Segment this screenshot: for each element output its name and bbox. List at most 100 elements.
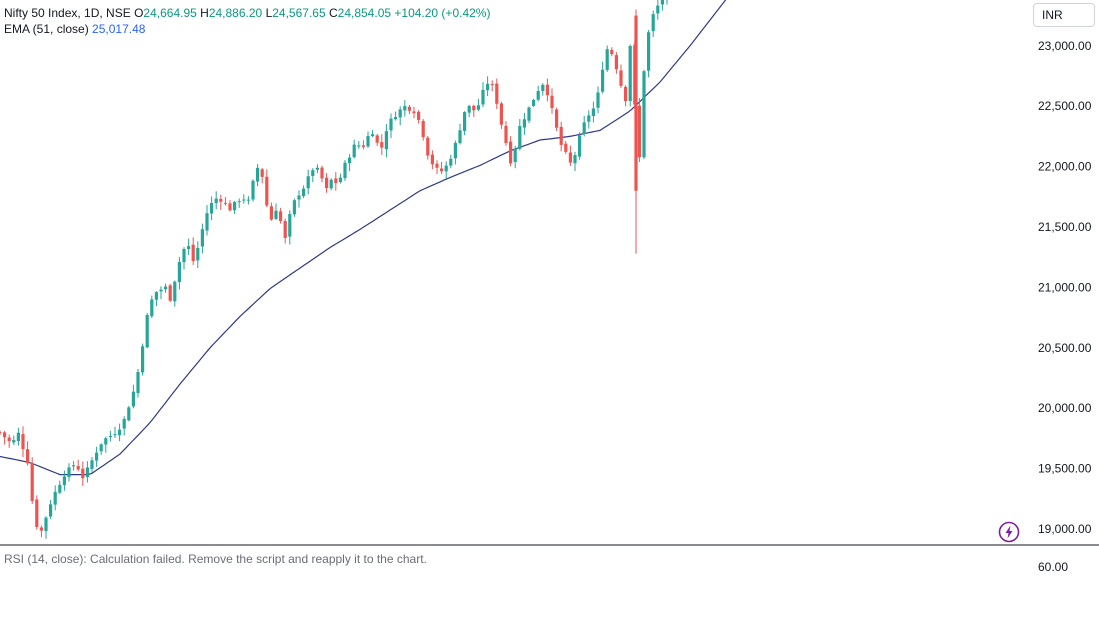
candle bbox=[81, 461, 85, 487]
candle bbox=[541, 83, 545, 96]
candle bbox=[141, 343, 145, 376]
candle bbox=[182, 247, 186, 270]
candle bbox=[118, 423, 122, 442]
candle bbox=[596, 86, 600, 114]
candle bbox=[265, 169, 269, 208]
candle bbox=[578, 132, 582, 160]
candle bbox=[72, 461, 76, 471]
candle bbox=[154, 291, 158, 307]
candle bbox=[430, 150, 434, 169]
candle bbox=[39, 525, 43, 538]
candle bbox=[357, 140, 361, 149]
candle bbox=[375, 133, 379, 146]
y-tick-label: 19,000.00 bbox=[1038, 522, 1092, 536]
candle bbox=[371, 129, 375, 138]
candle bbox=[527, 106, 531, 124]
ema-legend[interactable]: EMA (51, close) 25,017.48 bbox=[4, 21, 145, 37]
candle bbox=[311, 168, 315, 183]
candle bbox=[297, 190, 301, 208]
open-label: O bbox=[134, 6, 144, 20]
candle bbox=[568, 145, 572, 166]
candle bbox=[499, 101, 503, 129]
y-tick-label: 20,000.00 bbox=[1038, 401, 1092, 415]
candle bbox=[58, 480, 62, 495]
candle bbox=[256, 164, 260, 187]
candle bbox=[660, 0, 664, 11]
ema-label: EMA (51, close) bbox=[4, 22, 89, 36]
candle bbox=[591, 101, 595, 123]
candle bbox=[145, 312, 149, 349]
candle bbox=[380, 134, 384, 155]
candle bbox=[440, 161, 444, 175]
candle bbox=[610, 47, 614, 57]
candle bbox=[104, 436, 108, 453]
candle bbox=[343, 159, 347, 181]
candle bbox=[472, 104, 476, 117]
candle bbox=[44, 516, 48, 539]
ohlc-legend: Nifty 50 Index, 1D, NSE O24,664.95 H24,8… bbox=[4, 5, 490, 21]
y-tick-label: 21,000.00 bbox=[1038, 280, 1092, 294]
candle bbox=[587, 110, 591, 129]
lightning-icon[interactable] bbox=[998, 521, 1020, 543]
candle bbox=[513, 145, 517, 169]
candle bbox=[76, 459, 80, 472]
candle bbox=[361, 140, 365, 150]
candle bbox=[637, 98, 641, 163]
candle bbox=[49, 499, 53, 520]
candle bbox=[490, 80, 494, 92]
candle bbox=[127, 405, 131, 422]
candle bbox=[200, 223, 204, 254]
candle bbox=[601, 61, 605, 94]
candle bbox=[666, 0, 668, 5]
candle bbox=[421, 118, 425, 141]
candle bbox=[444, 161, 448, 179]
symbol-title: Nifty 50 Index, 1D, NSE bbox=[4, 6, 131, 20]
candle bbox=[196, 241, 200, 269]
candle bbox=[292, 198, 296, 217]
candle bbox=[237, 198, 241, 208]
y-tick-label: 19,500.00 bbox=[1038, 462, 1092, 476]
candle bbox=[187, 238, 191, 255]
candle bbox=[403, 100, 407, 117]
high-value: 24,886.20 bbox=[208, 6, 263, 20]
candle bbox=[164, 283, 168, 293]
candle bbox=[228, 200, 232, 212]
candle bbox=[233, 200, 237, 215]
candle bbox=[656, 0, 660, 20]
candle bbox=[453, 140, 457, 165]
candle bbox=[550, 88, 554, 114]
y-tick-label: 21,500.00 bbox=[1038, 220, 1092, 234]
price-axis: 27,000.0026,500.0026,000.0025,500.0025,0… bbox=[1038, 39, 1092, 536]
candle bbox=[320, 165, 324, 183]
candle bbox=[476, 98, 480, 112]
candle bbox=[214, 191, 218, 210]
candle bbox=[315, 164, 319, 174]
rsi-axis-tick: 60.00 bbox=[1038, 560, 1069, 574]
candle bbox=[150, 295, 154, 318]
candle bbox=[486, 76, 490, 97]
candle bbox=[260, 167, 264, 184]
low-value: 24,567.65 bbox=[272, 6, 326, 20]
candle bbox=[398, 106, 402, 126]
candle bbox=[131, 384, 135, 409]
candle bbox=[205, 205, 209, 236]
candle bbox=[16, 427, 20, 446]
candle bbox=[246, 196, 250, 205]
candle bbox=[412, 106, 416, 119]
candle bbox=[642, 69, 646, 160]
currency-selector[interactable]: INR bbox=[1033, 3, 1095, 27]
candle bbox=[85, 461, 89, 483]
candle bbox=[251, 179, 255, 202]
candle bbox=[306, 169, 310, 195]
candle bbox=[504, 121, 508, 146]
candle bbox=[518, 119, 522, 151]
candle bbox=[122, 416, 126, 436]
candle bbox=[463, 111, 467, 136]
rsi-error-message: RSI (14, close): Calculation failed. Rem… bbox=[4, 552, 427, 566]
ema-line[interactable] bbox=[0, 0, 1004, 476]
candle bbox=[628, 44, 632, 107]
candle bbox=[283, 218, 287, 244]
candle bbox=[614, 52, 618, 74]
candle bbox=[12, 435, 16, 446]
